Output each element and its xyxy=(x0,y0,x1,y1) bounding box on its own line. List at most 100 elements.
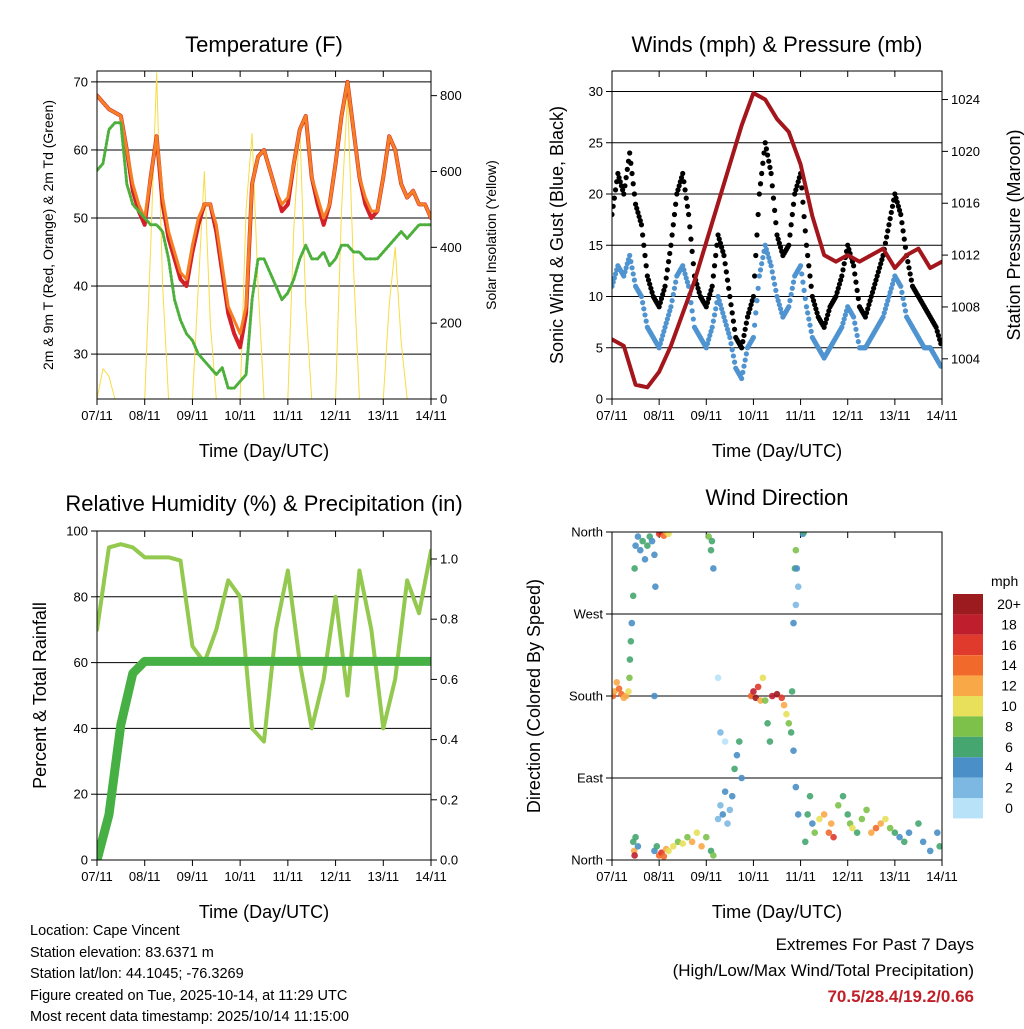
direction-point xyxy=(787,729,795,736)
wind-point xyxy=(905,259,911,265)
wind-point xyxy=(730,318,736,324)
wind-point xyxy=(769,183,775,189)
wind-point xyxy=(623,265,629,271)
wind-point xyxy=(800,279,806,285)
direction-point xyxy=(809,820,816,827)
wind-point xyxy=(744,314,751,320)
wind-point xyxy=(900,295,906,302)
wind-point xyxy=(790,279,797,285)
series-solar-insolation xyxy=(97,72,431,399)
wind-point xyxy=(840,267,846,273)
direction-point xyxy=(764,720,771,727)
wind-point xyxy=(673,279,679,285)
direction-point xyxy=(936,843,942,850)
direction-point xyxy=(636,546,644,554)
x-tick-label: 13/11 xyxy=(367,408,399,423)
wind-point xyxy=(900,228,906,234)
wind-point xyxy=(807,322,813,328)
wind-point xyxy=(789,211,795,218)
extremes-values: 70.5/28.4/19.2/0.66 xyxy=(827,987,974,1006)
wind-point xyxy=(845,242,851,248)
wind-point xyxy=(884,234,890,240)
wind-point xyxy=(854,287,860,293)
wind-point xyxy=(805,310,811,316)
direction-point xyxy=(933,829,941,836)
wind-point xyxy=(612,203,616,209)
direction-point xyxy=(761,697,769,704)
x-tick-label: 09/11 xyxy=(177,869,209,884)
wind-point xyxy=(866,302,872,308)
wind-point xyxy=(799,271,805,277)
direction-point xyxy=(792,601,800,609)
wind-point xyxy=(876,265,883,271)
wind-point xyxy=(708,287,714,293)
wind-point xyxy=(671,285,678,291)
wind-point xyxy=(907,271,913,277)
wind-point xyxy=(842,312,848,318)
wind-point xyxy=(803,304,810,310)
x-tick-label: 07/11 xyxy=(596,408,628,423)
wind-point xyxy=(641,306,647,312)
extremes-box: Extremes For Past 7 Days (High/Low/Max W… xyxy=(673,932,974,1010)
wind-point xyxy=(739,345,745,351)
wind-point xyxy=(753,310,759,316)
x-tick-label: 08/11 xyxy=(643,869,675,884)
wind-point xyxy=(682,187,688,193)
wind-point xyxy=(908,277,914,283)
x-tick-label: 09/11 xyxy=(690,408,722,423)
wind-point xyxy=(836,281,843,287)
wind-point xyxy=(788,222,794,228)
wind-point xyxy=(743,320,749,326)
direction-point xyxy=(629,592,637,600)
wind-point xyxy=(747,306,753,312)
wind-point xyxy=(938,363,942,369)
wind-point xyxy=(713,252,719,259)
direction-point xyxy=(684,833,691,841)
direction-point xyxy=(627,638,635,645)
wind-point xyxy=(754,298,760,304)
legend-label: 6 xyxy=(1005,739,1013,755)
wind-point xyxy=(852,271,858,277)
location-text: Location: Cape Vincent xyxy=(30,923,180,939)
legend-title: mph xyxy=(991,573,1018,589)
wind-point xyxy=(617,179,623,185)
wind-point xyxy=(762,140,768,146)
x-tick-label: 11/11 xyxy=(273,408,304,423)
direction-point xyxy=(721,788,729,795)
y-tick-label: 20 xyxy=(589,187,603,202)
y2-tick-label: 0.6 xyxy=(440,672,458,687)
panel-1: Temperature (F) Time (Day/UTC) 2m & 9m T (… xyxy=(40,32,499,461)
wind-point xyxy=(723,322,729,328)
wind-point xyxy=(757,181,764,187)
series-relative-humidity xyxy=(97,542,431,744)
y2-tick-label: 0.0 xyxy=(440,853,458,868)
extremes-title: Extremes For Past 7 Days xyxy=(775,935,974,954)
wind-point xyxy=(683,195,689,201)
wind-point xyxy=(839,324,845,330)
wind-point xyxy=(775,298,781,304)
x-tick-label: 10/11 xyxy=(224,408,256,423)
y-tick-label: 40 xyxy=(74,279,88,294)
wind-point xyxy=(722,318,728,324)
direction-point xyxy=(827,820,835,827)
elevation-text: Station elevation: 83.6371 m xyxy=(30,944,214,961)
direction-point xyxy=(773,690,781,698)
x-tick-label: 12/11 xyxy=(320,408,352,423)
wind-point xyxy=(631,277,637,283)
x-axis-label: Time (Day/UTC) xyxy=(199,902,329,922)
wind-point xyxy=(787,232,793,238)
wind-point xyxy=(623,175,629,181)
direction-point xyxy=(882,815,889,823)
panel-4: Wind Direction Time (Day/UTC) Direction (C… xyxy=(524,485,1021,922)
wind-point xyxy=(689,308,695,314)
wind-point xyxy=(680,263,686,269)
wind-point xyxy=(669,232,675,238)
wind-point xyxy=(749,298,755,304)
wind-point xyxy=(865,306,871,312)
wind-point xyxy=(788,291,794,298)
direction-point xyxy=(800,532,808,536)
wind-point xyxy=(805,252,811,259)
wind-point xyxy=(868,293,874,300)
wind-point xyxy=(808,328,814,334)
direction-point xyxy=(759,674,767,682)
